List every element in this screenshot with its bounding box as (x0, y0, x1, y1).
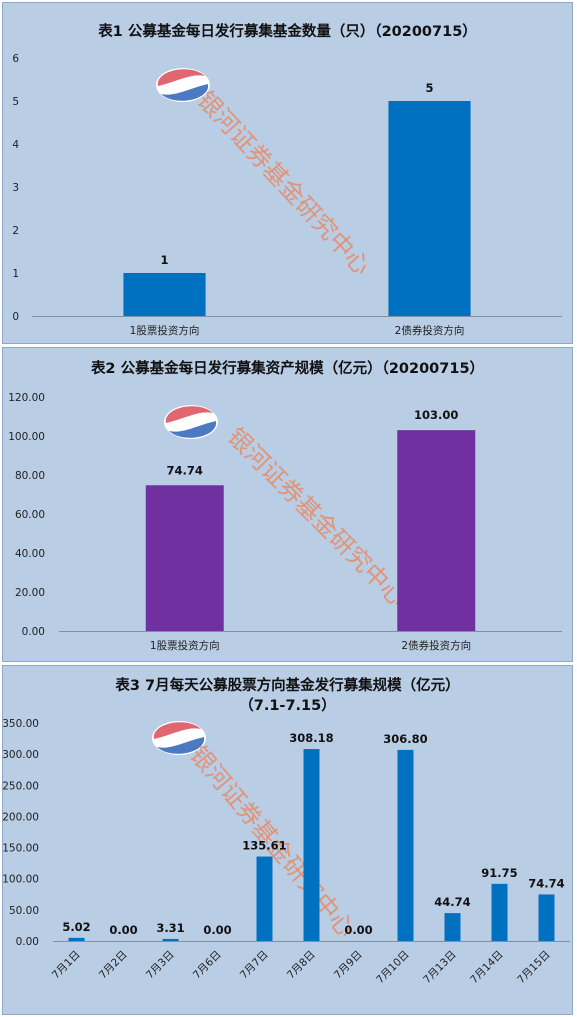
y-tick-label: 150.00 (3, 843, 39, 855)
logo-blue-swirl (161, 84, 209, 101)
bar (397, 749, 414, 941)
bar (123, 273, 206, 316)
chart-panel-2: 表2 公募基金每日发行募集资产规模（亿元）（20200715） 银河证券基金研究… (2, 347, 573, 662)
data-label: 74.74 (528, 876, 564, 890)
chart-3-title: 表3 7月每天公募股票方向基金发行募集规模（亿元） (115, 678, 460, 694)
y-tick-label: 250.00 (3, 780, 39, 792)
x-tick-label: 7月8日 (285, 949, 318, 982)
data-label: 5.02 (62, 920, 90, 934)
y-tick-label: 80.00 (15, 470, 45, 482)
y-tick-label: 0.00 (16, 936, 39, 948)
y-tick-label: 1 (12, 268, 19, 280)
chart-panel-3: 表3 7月每天公募股票方向基金发行募集规模（亿元） （7.1-7.15） 银河证… (2, 665, 573, 1015)
chart-2-svg: 银河证券基金研究中心 0.00 20.00 40.00 60.00 80.00 100.00… (8, 392, 562, 652)
bar (145, 485, 224, 631)
logo-blue-swirl (157, 737, 205, 754)
data-label: 103.00 (414, 408, 458, 422)
chart-panel-1: 表1 公募基金每日发行募集基金数量（只）（20200715） 银河证券基金研究中… (2, 2, 573, 344)
y-tick-label: 5 (12, 96, 19, 108)
bar (491, 883, 508, 941)
logo-icon (152, 721, 206, 755)
logo-red-swirl (165, 406, 213, 423)
bar (388, 101, 471, 316)
logo-red-swirl (153, 722, 201, 739)
watermark: 银河证券基金研究中心 (222, 422, 412, 612)
y-tick-label: 20.00 (15, 587, 45, 599)
chart-3-subtitle: （7.1-7.15） (239, 698, 336, 714)
x-tick-label: 7月14日 (468, 949, 506, 987)
y-tick-label: 4 (12, 139, 19, 151)
x-tick-label: 7月13日 (421, 949, 459, 987)
y-tick-label: 100.00 (3, 874, 39, 886)
logo-blue-swirl (169, 421, 217, 438)
y-tick-label: 300.00 (3, 749, 39, 761)
chart-2-title: 表2 公募基金每日发行募集资产规模（亿元）（20200715） (90, 361, 485, 377)
logo-icon (156, 68, 210, 102)
bar (538, 894, 555, 941)
data-label: 306.80 (383, 732, 427, 746)
x-tick-label: 7月9日 (332, 949, 365, 982)
data-label: 0.00 (109, 923, 137, 937)
y-tick-label: 2 (12, 225, 19, 237)
logo-red-swirl (157, 69, 205, 86)
data-label: 0.00 (203, 923, 231, 937)
data-label: 5 (425, 81, 433, 95)
y-tick-label: 3 (12, 182, 19, 194)
x-tick-label: 7月7日 (238, 949, 271, 982)
x-tick-label: 1股票投资方向 (150, 639, 220, 652)
bar (162, 938, 179, 941)
bar (444, 913, 461, 941)
data-label: 0.00 (344, 923, 372, 937)
bar (68, 937, 85, 941)
x-tick-label: 2债券投资方向 (401, 639, 471, 652)
bar (303, 749, 320, 941)
y-tick-label: 50.00 (9, 905, 39, 917)
y-tick-label: 0 (12, 311, 19, 323)
chart-1-svg: 银河证券基金研究中心 0 1 2 3 4 5 6 1 1股票投资方向 5 2债券投资方向 (12, 53, 562, 337)
y-tick-label: 40.00 (15, 548, 45, 560)
x-tick-label: 7月6日 (191, 949, 224, 982)
y-tick-label: 60.00 (15, 509, 45, 521)
x-tick-label: 1股票投资方向 (130, 324, 200, 337)
chart-3-svg: 银河证券基金研究中心0.0050.00100.00150.00200.00250… (3, 718, 570, 987)
data-label: 44.74 (434, 895, 470, 909)
y-tick-label: 0.00 (22, 626, 45, 638)
chart-1-title: 表1 公募基金每日发行募集基金数量（只）（20200715） (98, 24, 477, 40)
y-tick-label: 6 (12, 53, 19, 65)
y-tick-label: 200.00 (3, 811, 39, 823)
data-label: 3.31 (156, 921, 184, 935)
data-label: 74.74 (167, 463, 203, 477)
data-label: 1 (160, 253, 168, 267)
x-tick-label: 7月2日 (97, 949, 130, 982)
y-tick-label: 100.00 (8, 431, 45, 443)
data-label: 308.18 (289, 731, 333, 745)
bar (256, 856, 273, 941)
data-label: 91.75 (481, 866, 517, 880)
x-tick-label: 7月10日 (374, 949, 412, 987)
x-tick-label: 2债券投资方向 (395, 324, 465, 337)
y-tick-label: 350.00 (3, 718, 39, 730)
logo-icon (164, 405, 218, 439)
x-tick-label: 7月3日 (144, 949, 177, 982)
bar (397, 430, 476, 631)
watermark: 银河证券基金研究中心 (192, 86, 376, 281)
x-tick-label: 7月1日 (50, 949, 83, 982)
x-tick-label: 7月15日 (515, 949, 553, 987)
data-label: 135.61 (242, 839, 286, 853)
y-tick-label: 120.00 (8, 392, 45, 404)
